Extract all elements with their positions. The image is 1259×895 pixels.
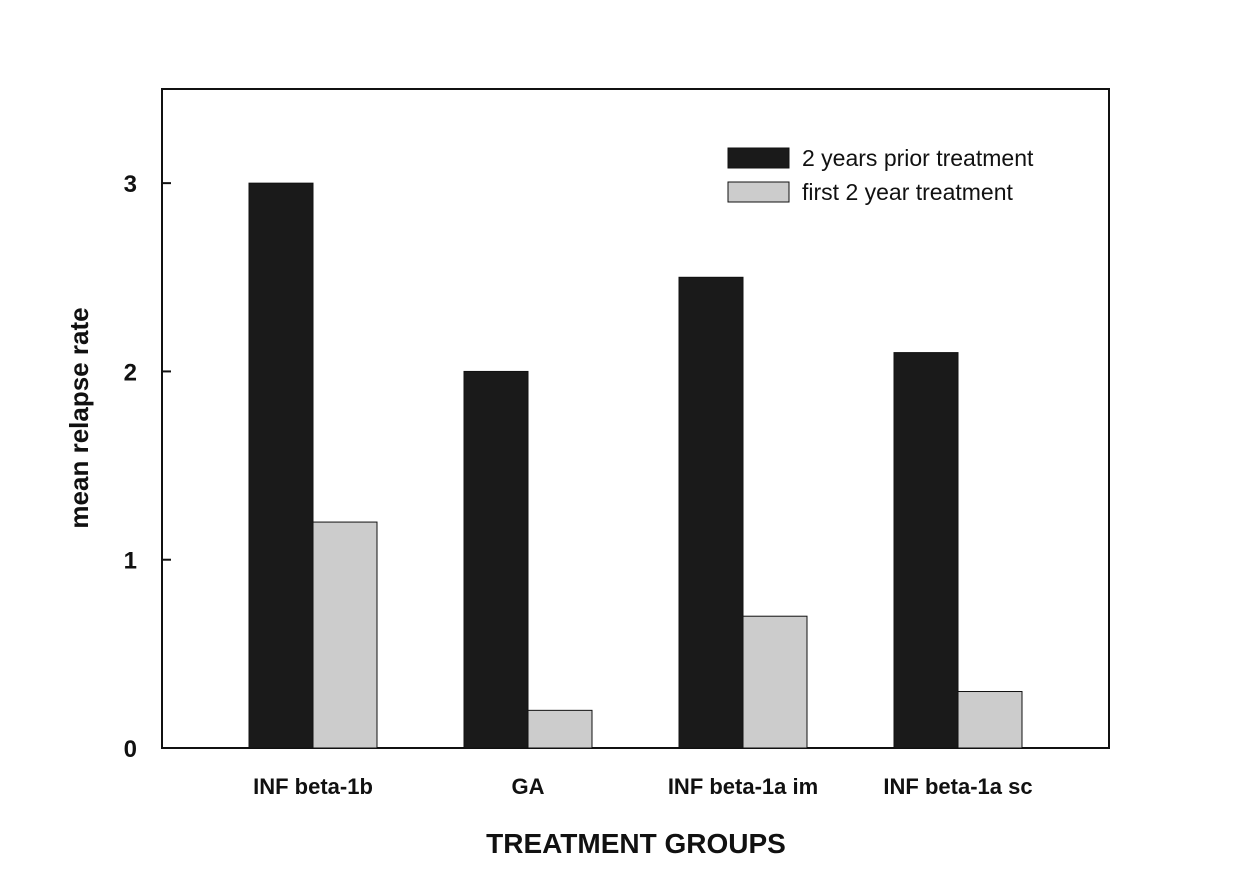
bar-prior-2 bbox=[678, 276, 744, 749]
x-axis-title: TREATMENT GROUPS bbox=[486, 828, 786, 859]
x-tick-label: GA bbox=[512, 774, 545, 799]
bar-treatment-0 bbox=[312, 521, 378, 749]
y-tick-label: 0 bbox=[124, 736, 137, 763]
x-tick-label: INF beta-1a sc bbox=[883, 774, 1032, 799]
y-axis-title: mean relapse rate bbox=[64, 307, 94, 528]
bar-treatment-1 bbox=[527, 709, 593, 749]
legend-label-prior: 2 years prior treatment bbox=[802, 145, 1034, 171]
legend: 2 years prior treatment first 2 year tre… bbox=[727, 145, 1034, 205]
x-axis: INF beta-1b GA INF beta-1a im INF beta-1a s… bbox=[253, 774, 1032, 799]
y-axis: 0 1 2 3 bbox=[124, 171, 171, 763]
y-tick-label: 2 bbox=[124, 359, 137, 386]
bar-prior-1 bbox=[463, 370, 529, 749]
bar-treatment-3 bbox=[957, 691, 1023, 749]
plot-frame bbox=[161, 88, 1110, 749]
bar-prior-0 bbox=[248, 182, 314, 749]
y-tick-label: 3 bbox=[124, 171, 137, 198]
legend-swatch-prior bbox=[727, 147, 790, 169]
y-tick-label: 1 bbox=[124, 548, 137, 575]
legend-swatch-treatment bbox=[727, 181, 790, 203]
legend-label-treatment: first 2 year treatment bbox=[802, 179, 1014, 205]
bar-treatment-2 bbox=[742, 615, 808, 749]
x-tick-label: INF beta-1a im bbox=[668, 774, 818, 799]
bar-series bbox=[248, 182, 1023, 749]
bar-prior-3 bbox=[893, 352, 959, 749]
x-tick-label: INF beta-1b bbox=[253, 774, 373, 799]
